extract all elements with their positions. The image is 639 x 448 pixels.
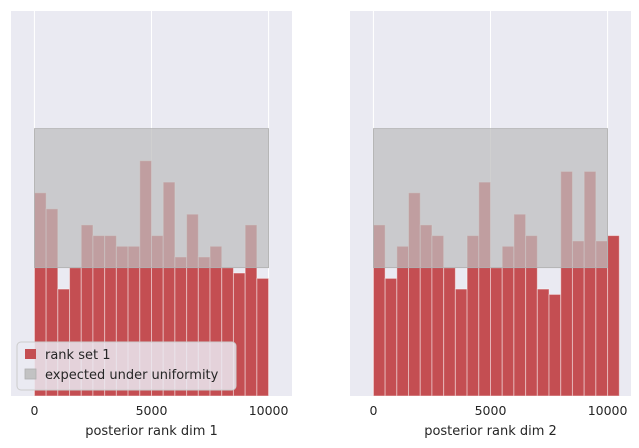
- legend-entry: rank set 1: [45, 348, 110, 363]
- x-tick-label: 5000: [475, 403, 507, 418]
- uniformity-band: [34, 128, 269, 269]
- legend-frame: [16, 341, 237, 391]
- legend-entry: expected under uniformity: [45, 368, 219, 383]
- x-tick-label: 10000: [588, 403, 628, 418]
- subplot-1: 0 5000 10000 posterior rank dim 1 rank set 1…: [11, 11, 292, 439]
- histogram-bar: [501, 245, 515, 397]
- legend-swatch: [25, 349, 36, 359]
- histogram-bar: [384, 277, 398, 397]
- histogram-bar: [232, 272, 246, 397]
- histogram-bar: [443, 267, 456, 397]
- histogram-bar: [396, 245, 410, 397]
- subplot-2: 0 5000 10000 posterior rank dim 2: [350, 11, 631, 439]
- uniformity-band: [373, 128, 608, 269]
- x-tick-label: 5000: [136, 403, 168, 418]
- x-tick-label: 0: [30, 403, 38, 418]
- histogram-bar: [536, 288, 550, 397]
- legend-swatch: [24, 368, 37, 380]
- histogram-bar: [256, 277, 270, 397]
- legend: rank set 1 expected under uniformity: [16, 341, 237, 391]
- histogram-bar: [490, 267, 503, 397]
- histogram-bar: [548, 293, 562, 397]
- histogram-bar: [607, 235, 620, 397]
- x-axis-label: posterior rank dim 1: [85, 424, 218, 439]
- x-tick-label: 0: [369, 403, 377, 418]
- histogram-bar: [454, 288, 468, 397]
- x-axis-label: posterior rank dim 2: [424, 424, 557, 439]
- x-tick-label: 10000: [249, 403, 289, 418]
